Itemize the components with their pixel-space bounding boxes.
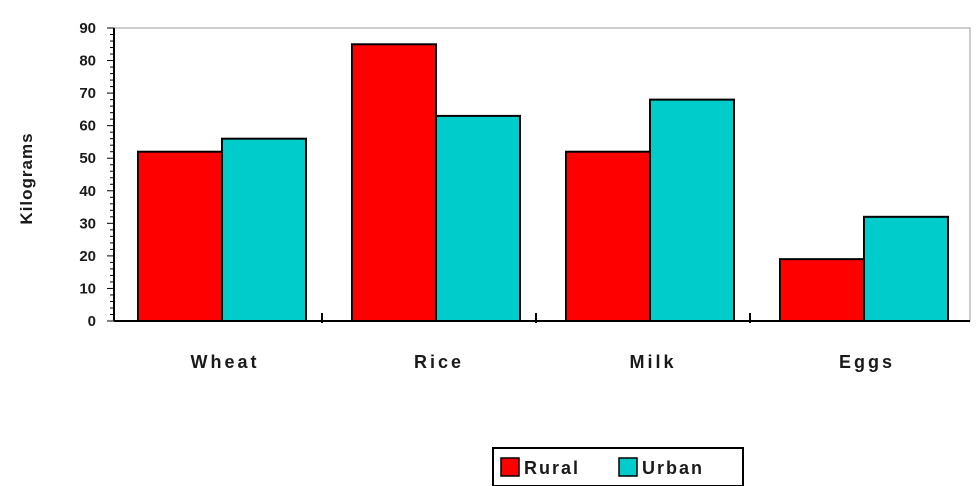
y-axis-title: Kilograms	[17, 132, 36, 224]
legend-swatch-urban	[618, 457, 638, 477]
x-tick-label: Wheat	[191, 352, 260, 372]
y-tick-label: 60	[79, 118, 96, 135]
bar-series	[137, 43, 949, 323]
y-tick-label: 50	[79, 150, 96, 167]
y-tick-label: 90	[79, 20, 96, 37]
bar-rural-wheat	[137, 150, 223, 322]
bar-urban-wheat	[221, 137, 307, 322]
bar-rural-eggs	[779, 258, 865, 322]
y-tick-label: 0	[88, 313, 96, 330]
bar-urban-milk	[649, 98, 735, 322]
bar-rural-rice	[351, 43, 437, 323]
legend: Rural Urban	[492, 447, 744, 486]
y-tick-label: 40	[79, 183, 96, 200]
x-tick-label: Milk	[629, 352, 676, 372]
y-tick-label: 20	[79, 248, 96, 265]
legend-swatch-rural	[500, 457, 520, 477]
y-tick-label: 30	[79, 215, 96, 232]
bar-urban-eggs	[863, 215, 949, 322]
legend-label-rural: Rural	[524, 458, 580, 478]
bar-urban-rice	[435, 114, 521, 323]
y-tick-label: 80	[79, 53, 96, 70]
x-tick-label: Rice	[414, 352, 464, 372]
bar-rural-milk	[565, 150, 651, 322]
y-tick-label: 70	[79, 85, 96, 102]
legend-label-urban: Urban	[642, 458, 704, 478]
y-axis: 0 10 20 30 40 50 60 70 80 90	[79, 20, 115, 330]
legend-box	[492, 447, 744, 486]
y-tick-label: 10	[79, 280, 96, 297]
x-tick-label: Eggs	[839, 352, 895, 372]
